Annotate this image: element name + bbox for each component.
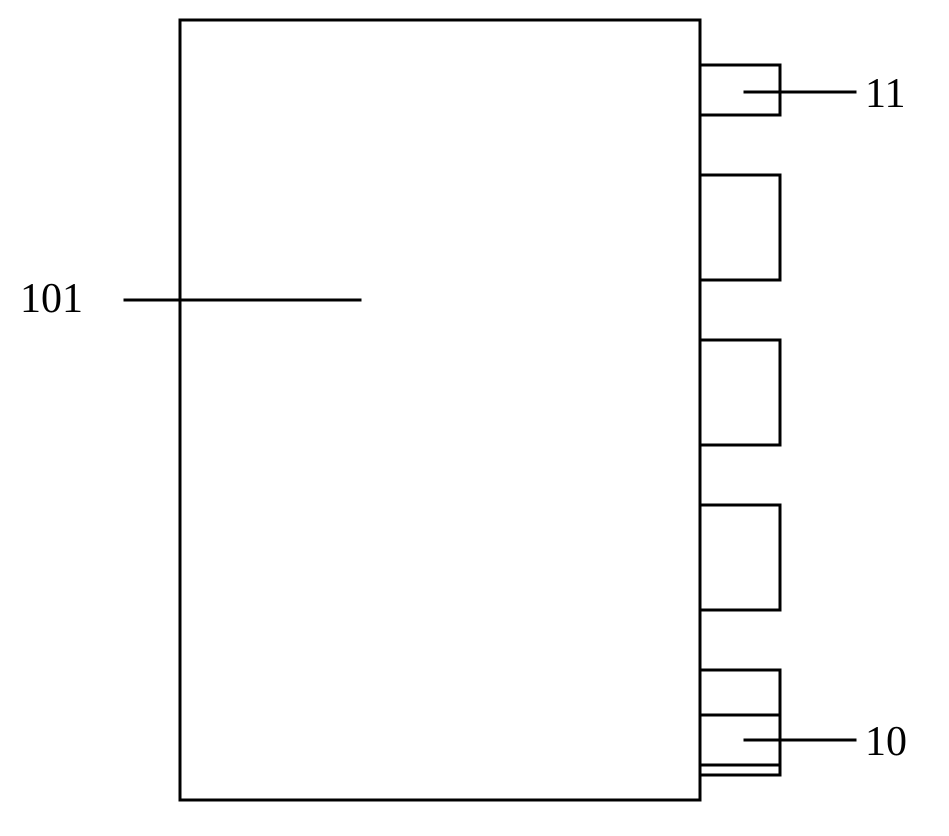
label-101: 101 xyxy=(20,275,83,323)
label-10: 10 xyxy=(865,718,907,766)
label-11: 11 xyxy=(865,70,905,118)
diagram-svg xyxy=(0,0,949,831)
patent-diagram: 101 11 10 xyxy=(0,0,949,831)
